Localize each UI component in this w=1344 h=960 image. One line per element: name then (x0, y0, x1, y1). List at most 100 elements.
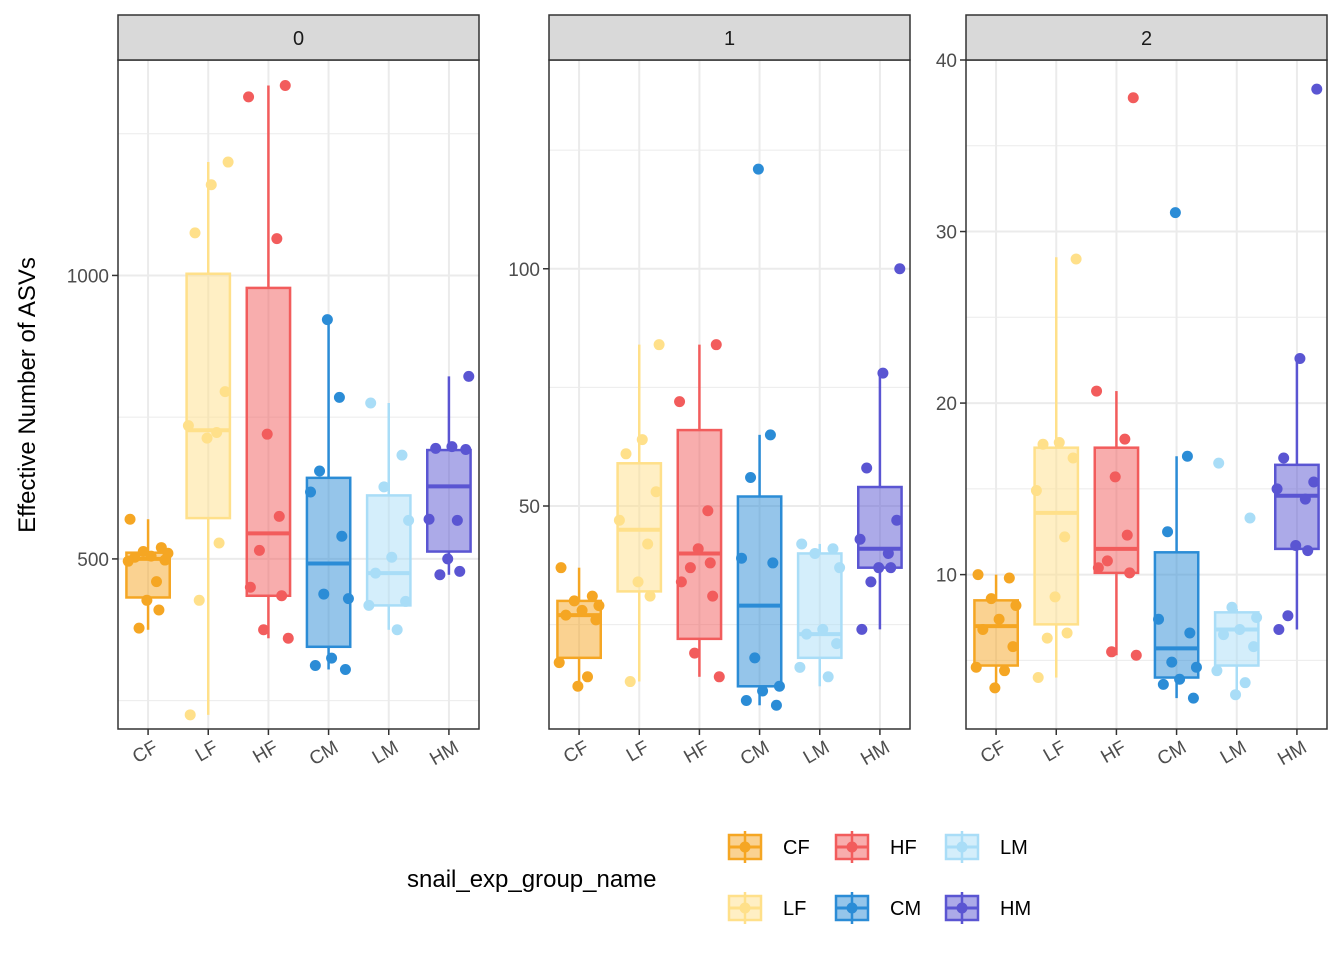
data-point (454, 565, 466, 577)
x-tick-label: HF (249, 737, 281, 768)
data-point (463, 370, 475, 382)
legend-key-point (739, 841, 751, 853)
y-tick-label: 1000 (67, 266, 109, 287)
data-point (1294, 352, 1306, 364)
y-tick-label: 30 (936, 223, 957, 244)
data-point (141, 594, 153, 606)
data-point (258, 624, 270, 636)
data-point (822, 671, 834, 683)
y-tick-label: 50 (519, 497, 540, 518)
data-point (1092, 562, 1104, 574)
y-tick-label: 10 (936, 566, 957, 587)
panel-background (549, 60, 910, 729)
data-point (1106, 646, 1118, 658)
data-point (430, 442, 442, 454)
data-point (653, 339, 665, 351)
data-point (555, 562, 567, 574)
data-point (153, 604, 165, 616)
x-tick-label: LF (623, 737, 653, 766)
data-point (1174, 673, 1186, 685)
data-point (1091, 385, 1103, 397)
data-point (1234, 624, 1246, 636)
data-point (993, 613, 1005, 625)
data-point (1053, 437, 1065, 449)
data-point (704, 557, 716, 569)
legend-key-point (846, 902, 858, 914)
box-LM (794, 538, 846, 687)
box-HM (423, 370, 475, 581)
data-point (632, 576, 644, 588)
data-point (193, 594, 205, 606)
data-point (386, 551, 398, 563)
facet-panel-2: 2 10 20 30 40 CF LF HF CM LM HM (936, 14, 1328, 770)
iqr-box (736, 495, 783, 688)
legend-title: snail_exp_group_name (407, 866, 657, 893)
data-point (620, 448, 632, 460)
data-point (1007, 641, 1019, 653)
data-point (342, 593, 354, 605)
box-LF (182, 156, 234, 721)
data-point (854, 533, 866, 545)
data-point (1271, 483, 1283, 495)
x-tick-label: CM (737, 737, 773, 770)
data-point (644, 590, 656, 602)
legend-key-LM: LM (944, 831, 1028, 863)
x-tick-label: HM (1274, 737, 1310, 770)
data-point (770, 699, 782, 711)
data-point (736, 552, 748, 564)
data-point (1010, 599, 1022, 611)
x-tick-label: LF (192, 737, 222, 766)
y-tick-label: 40 (936, 51, 957, 72)
data-point (333, 391, 345, 403)
data-point (1251, 612, 1263, 623)
data-point (434, 569, 446, 581)
data-point (184, 709, 196, 721)
iqr-box (1153, 551, 1200, 679)
data-point (253, 544, 265, 556)
data-point (1239, 677, 1251, 689)
legend-label-HM: HM (1000, 898, 1031, 920)
iqr-box (426, 448, 472, 553)
box-LM (363, 397, 415, 636)
x-tick-label: LM (800, 737, 833, 768)
data-point (243, 91, 255, 103)
data-point (124, 513, 136, 525)
data-point (1282, 610, 1294, 622)
data-point (211, 426, 223, 438)
data-point (1162, 526, 1174, 538)
data-point (1302, 545, 1314, 557)
box-LM (1211, 457, 1263, 701)
legend-key-HF: HF (834, 831, 917, 863)
data-point (999, 665, 1011, 677)
data-point (1121, 529, 1133, 541)
data-point (133, 622, 145, 634)
legend-label-CM: CM (890, 898, 921, 920)
data-point (613, 514, 625, 526)
data-point (710, 339, 722, 351)
panel-background (966, 60, 1327, 729)
data-point (396, 449, 408, 461)
data-point (1109, 471, 1121, 483)
x-tick-label: HF (1097, 737, 1129, 768)
data-point (1049, 591, 1061, 603)
data-point (1157, 678, 1169, 690)
box-CF (970, 569, 1022, 694)
panel-background (118, 60, 479, 729)
data-point (757, 685, 769, 697)
data-point (1273, 624, 1285, 636)
data-point (624, 676, 636, 688)
data-point (326, 652, 338, 664)
legend: snail_exp_group_name CF HF LM LF CM HM (407, 831, 1031, 924)
data-point (1032, 672, 1044, 684)
legend-key-CM: CM (834, 892, 921, 924)
data-point (261, 428, 273, 440)
x-tick-label: HM (426, 737, 462, 770)
data-point (339, 663, 351, 675)
data-point (827, 543, 839, 555)
data-point (318, 588, 330, 600)
box-HF (243, 80, 294, 644)
box-LF (1030, 253, 1082, 684)
iqr-box (1093, 446, 1140, 575)
box-HF (674, 339, 725, 683)
x-tick-label: CM (306, 737, 342, 770)
